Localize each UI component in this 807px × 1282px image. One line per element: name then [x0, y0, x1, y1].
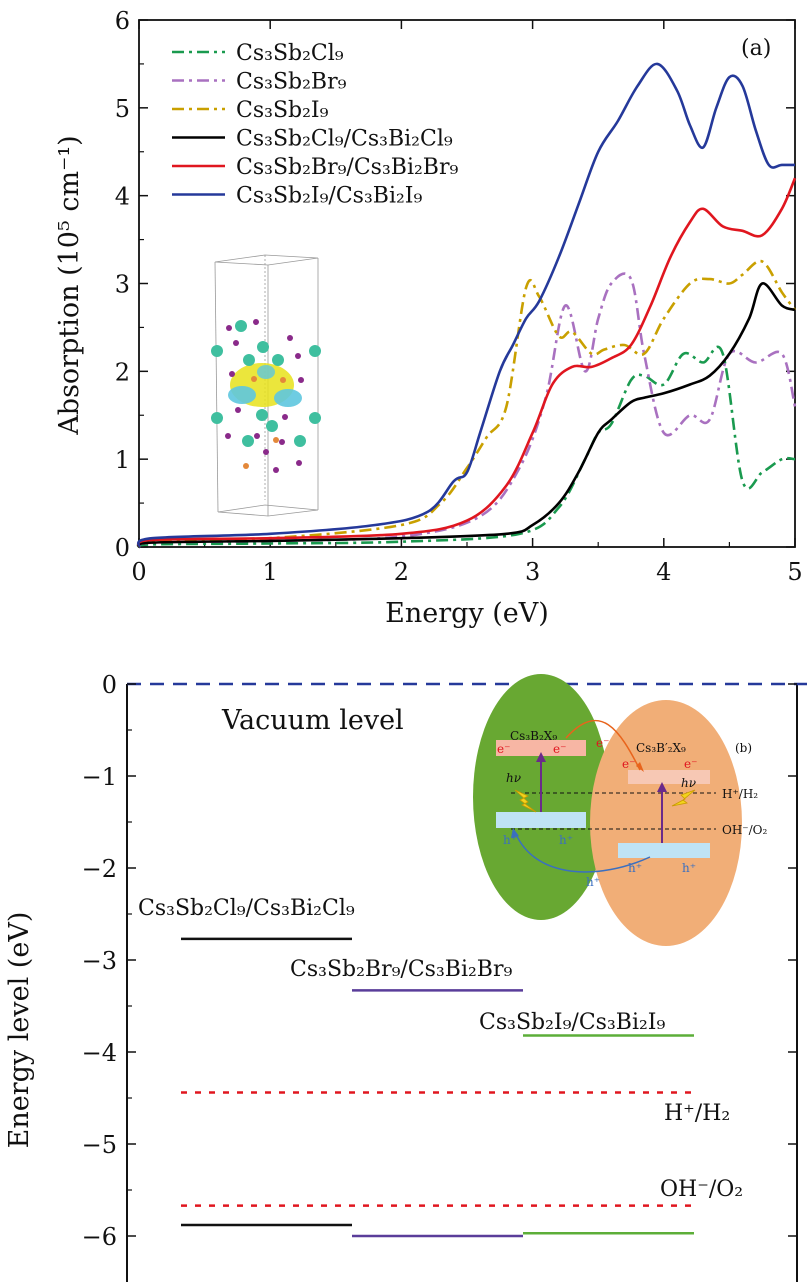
y-tick-label-b: −6: [82, 1223, 117, 1251]
x-tick-label: 3: [525, 558, 540, 586]
legend-label-5: Cs₃Sb₂Br₉/Cs₃Bi₂Br₉: [236, 155, 458, 180]
x-tick-label: 2: [394, 558, 409, 586]
inset-hv-left: hν: [506, 771, 521, 785]
series-line-4: [136, 282, 796, 549]
y-tick-label: 3: [115, 271, 130, 299]
y-tick-label: 6: [115, 7, 130, 35]
level-label-3: Cs₃Sb₂I₉/Cs₃Bi₂I₉: [479, 1010, 665, 1035]
ticks-a: 0 1 2 3 4 5 0 1 2 3 4 5 6: [115, 7, 803, 586]
inset-right-label: Cs₃B′₂X₉: [636, 741, 686, 755]
right-ellipse: [590, 700, 742, 946]
inset-panel-label: (b): [735, 741, 752, 755]
inset-hole-left-1: h⁺: [503, 833, 517, 847]
x-tick-label: 1: [263, 558, 278, 586]
redox-label-1: H⁺/H₂: [664, 1101, 730, 1126]
series-line-3: [136, 259, 797, 549]
legend-label-2: Cs₃Sb₂Br₉: [236, 70, 347, 95]
inset-hole-transfer: h⁺: [586, 875, 600, 889]
y-tick-label-b: −5: [82, 1131, 117, 1159]
y-tick-label-b: 0: [102, 671, 117, 699]
vacuum-level-label: Vacuum level: [221, 705, 404, 736]
inset-hole-right-1: h⁺: [628, 861, 642, 875]
y-tick-label-b: −4: [82, 1039, 117, 1067]
y-tick-label: 2: [115, 358, 130, 386]
inset-electron-transfer: e⁻: [596, 736, 609, 750]
inset-hole-left-2: h⁺: [559, 833, 573, 847]
charge-transfer-inset: Cs₃B₂X₉ Cs₃B′₂X₉ (b) e⁻ e⁻ e⁻ e⁻ e⁻ h⁺ h…: [473, 674, 768, 946]
inset-electron-left-1: e⁻: [497, 742, 510, 756]
left-vb: [496, 812, 586, 828]
y-tick-label: 5: [115, 95, 130, 123]
x-axis-title: Energy (eV): [385, 598, 549, 629]
inset-hole-right-2: h⁺: [682, 861, 696, 875]
y-tick-label-b: −1: [82, 763, 117, 791]
right-vb: [618, 843, 710, 858]
y-tick-label: 1: [115, 446, 130, 474]
redox-label-2: OH⁻/O₂: [660, 1177, 743, 1202]
level-label-1: Cs₃Sb₂Cl₉/Cs₃Bi₂Cl₉: [138, 896, 355, 921]
y-tick-label-b: −2: [82, 855, 117, 883]
y-tick-label-b: −3: [82, 947, 117, 975]
series-line-1: [136, 345, 796, 549]
band-levels: Cs₃Sb₂Cl₉/Cs₃Bi₂Cl₉ Cs₃Sb₂Br₉/Cs₃Bi₂Br₉ Cs…: [138, 896, 743, 1238]
inset-electron-right-2: e⁻: [684, 757, 697, 771]
legend-label-3: Cs₃Sb₂I₉: [236, 98, 329, 123]
panel-a: 0 1 2 3 4 5 0 1 2 3 4 5 6 Energy (eV) Absorption (10…: [54, 7, 803, 629]
y-axis-title-b: Energy level (eV): [4, 912, 35, 1149]
left-cb: [496, 740, 586, 756]
crystal-structure-inset: [211, 254, 321, 517]
ticks-b: 0 −1 −2 −3 −4 −5 −6: [82, 671, 797, 1251]
series-line-6: [136, 62, 795, 549]
y-tick-label: 4: [115, 183, 130, 211]
y-axis-title: Absorption (10⁵ cm⁻¹): [54, 135, 85, 435]
series-line-5: [136, 177, 797, 549]
y-tick-label: 0: [115, 534, 130, 562]
inset-left-label: Cs₃B₂X₉: [510, 729, 557, 743]
level-label-2: Cs₃Sb₂Br₉/Cs₃Bi₂Br₉: [290, 957, 512, 982]
series-a: [136, 62, 797, 549]
panel-label-a: (a): [741, 36, 771, 61]
panel-b: 0 −1 −2 −3 −4 −5 −6 Energy level (eV) Vacuum l…: [4, 671, 807, 1282]
legend-label-6: Cs₃Sb₂I₉/Cs₃Bi₂I₉: [236, 184, 422, 209]
x-tick-label: 0: [131, 558, 146, 586]
legend-label-4: Cs₃Sb₂Cl₉/Cs₃Bi₂Cl₉: [236, 127, 453, 152]
inset-electron-left-2: e⁻: [553, 742, 566, 756]
right-cb: [628, 770, 710, 784]
x-tick-label: 5: [787, 558, 802, 586]
inset-hv-right: hν: [681, 776, 696, 790]
inset-electron-right-1: e⁻: [622, 757, 635, 771]
x-tick-label: 4: [656, 558, 671, 586]
inset-o-redox: OH⁻/O₂: [722, 823, 768, 837]
inset-h-redox: H⁺/H₂: [722, 787, 758, 801]
legend: Cs₃Sb₂Cl₉ Cs₃Sb₂Br₉ Cs₃Sb₂I₉ Cs₃Sb₂Cl₉/Cs₃B…: [172, 41, 458, 209]
legend-label-1: Cs₃Sb₂Cl₉: [236, 41, 344, 66]
